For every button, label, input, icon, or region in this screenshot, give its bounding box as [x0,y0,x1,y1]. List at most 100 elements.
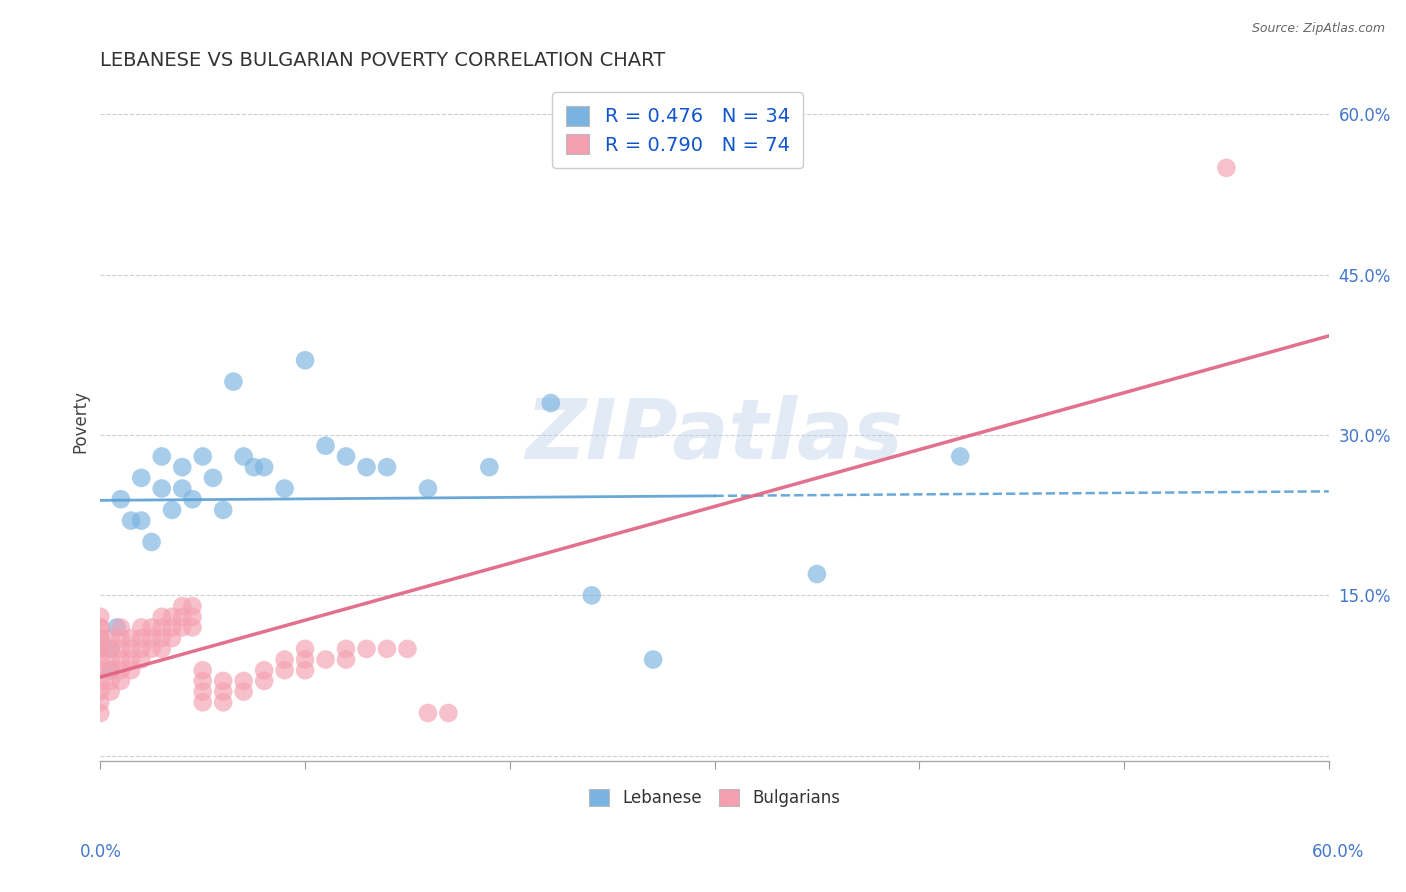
Point [232,673,254,688]
Point [120,663,142,677]
Point [141,631,163,645]
Point [100,641,122,656]
Point [172,609,194,624]
Point [212,503,235,517]
Point [150,450,173,464]
Point [243,460,266,475]
Point [478,460,501,475]
Point [141,641,163,656]
Point [273,482,295,496]
Point [201,471,224,485]
Point [335,652,357,666]
Point [540,396,562,410]
Point [160,631,183,645]
Point [191,684,214,698]
Point [949,450,972,464]
Point [105,620,128,634]
Point [129,620,152,634]
Point [150,631,173,645]
Point [120,631,142,645]
Point [172,620,194,634]
Point [150,620,173,634]
Text: LEBANESE VS BULGARIAN POVERTY CORRELATION CHART: LEBANESE VS BULGARIAN POVERTY CORRELATIO… [100,51,665,70]
Point [315,652,337,666]
Point [232,684,254,698]
Point [100,663,122,677]
Point [273,652,295,666]
Point [160,620,183,634]
Point [253,460,276,475]
Point [100,684,122,698]
Point [89,706,111,720]
Point [172,460,194,475]
Point [253,663,276,677]
Point [110,631,132,645]
Point [253,673,276,688]
Point [375,641,398,656]
Point [437,706,460,720]
Point [181,492,204,507]
Point [416,482,439,496]
Point [191,673,214,688]
Point [581,588,603,602]
Point [181,609,204,624]
Point [100,673,122,688]
Point [356,641,378,656]
Point [273,663,295,677]
Point [120,652,142,666]
Point [89,663,111,677]
Point [232,450,254,464]
Point [356,460,378,475]
Text: 60.0%: 60.0% [1312,843,1365,861]
Point [89,641,111,656]
Point [110,652,132,666]
Point [160,503,183,517]
Point [110,620,132,634]
Point [89,631,111,645]
Point [315,439,337,453]
Point [141,620,163,634]
Point [100,631,122,645]
Point [191,695,214,709]
Point [89,673,111,688]
Text: Source: ZipAtlas.com: Source: ZipAtlas.com [1251,22,1385,36]
Point [396,641,419,656]
Point [120,514,142,528]
Point [375,460,398,475]
Point [100,641,122,656]
Point [110,673,132,688]
Point [89,620,111,634]
Point [89,620,111,634]
Point [212,695,235,709]
Point [150,641,173,656]
Point [181,620,204,634]
Point [110,641,132,656]
Point [294,663,316,677]
Point [150,482,173,496]
Point [110,663,132,677]
Point [335,450,357,464]
Point [222,375,245,389]
Legend: Lebanese, Bulgarians: Lebanese, Bulgarians [582,782,846,814]
Point [129,631,152,645]
Point [212,684,235,698]
Y-axis label: Poverty: Poverty [72,390,89,453]
Point [1215,161,1237,175]
Point [172,482,194,496]
Point [181,599,204,613]
Point [212,673,235,688]
Point [141,535,163,549]
Point [294,353,316,368]
Point [294,641,316,656]
Point [129,652,152,666]
Point [643,652,665,666]
Point [110,492,132,507]
Point [89,695,111,709]
Point [191,450,214,464]
Point [120,641,142,656]
Point [89,609,111,624]
Point [129,514,152,528]
Point [335,641,357,656]
Point [806,567,828,582]
Text: 0.0%: 0.0% [80,843,122,861]
